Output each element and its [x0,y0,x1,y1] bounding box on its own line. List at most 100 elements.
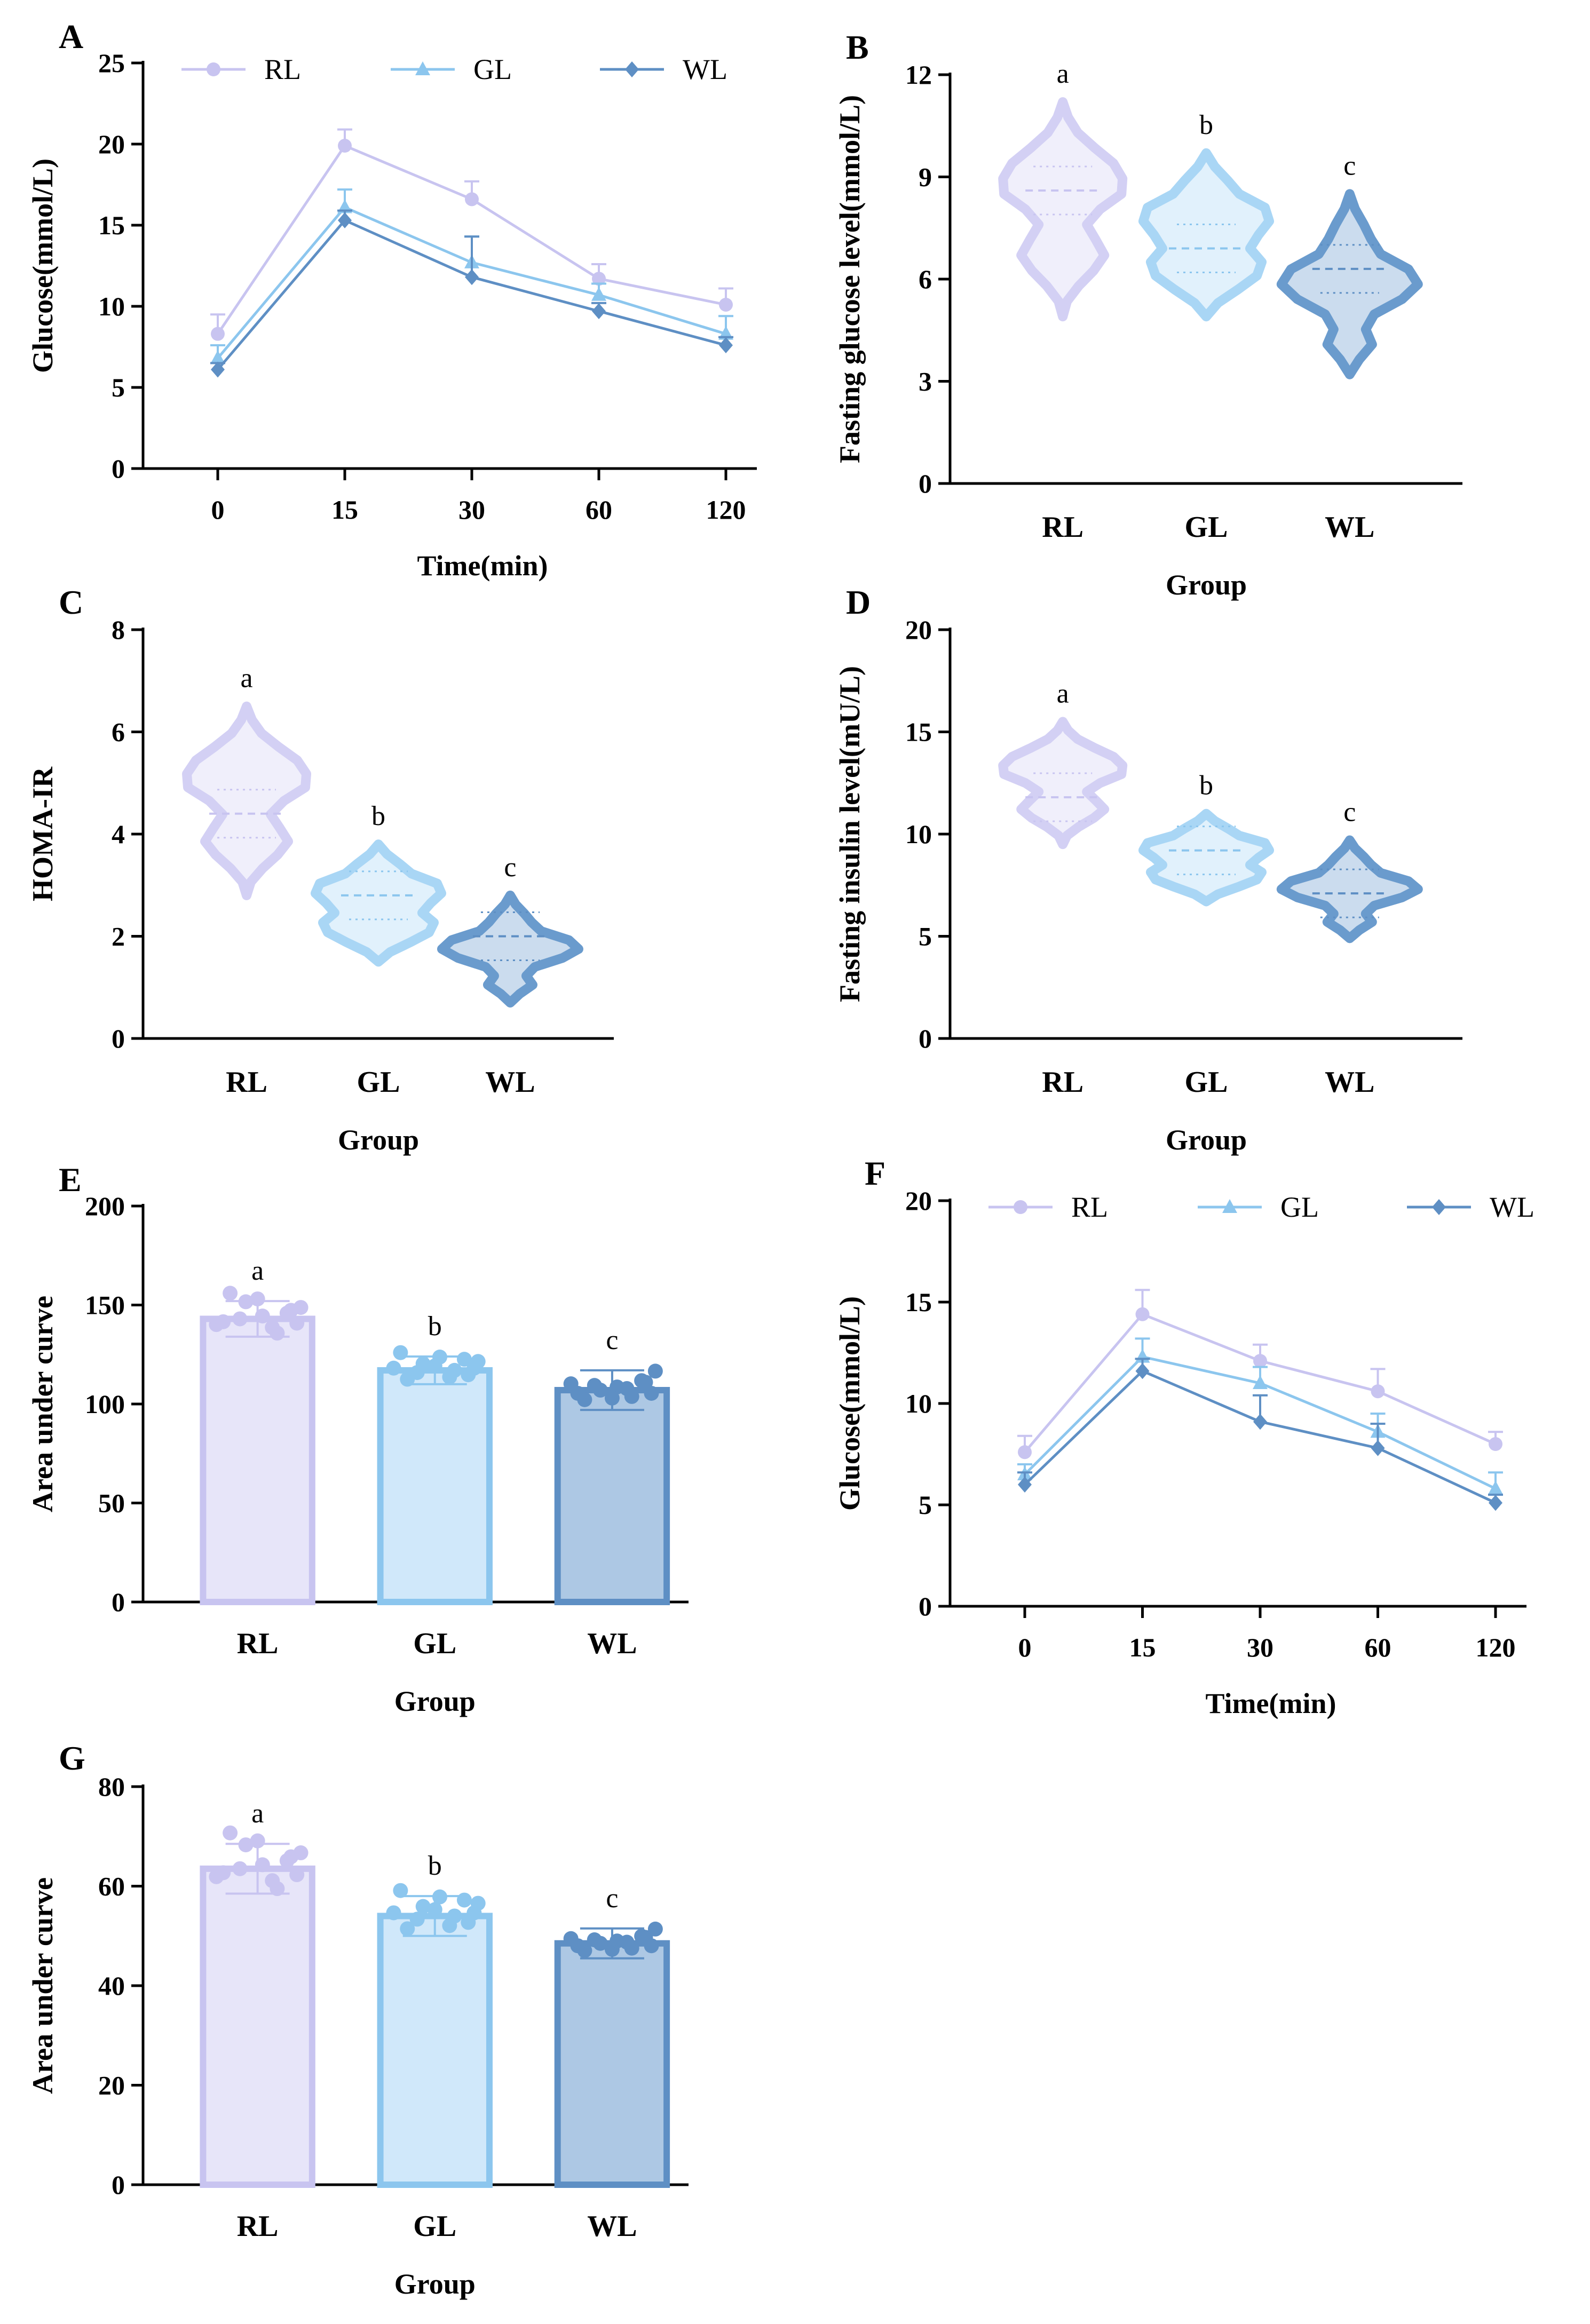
significance-letter: c [606,1325,618,1355]
scatter-dot-WL [644,1385,659,1401]
data-point-GL [210,350,225,364]
violin-body-GL [1138,148,1274,322]
data-point-RL [1371,1384,1385,1399]
y-tick-label: 15 [98,210,125,240]
bar-RL [200,1865,315,2188]
data-point-RL [465,192,479,207]
data-point-WL [719,337,733,353]
y-tick-label: 20 [905,1186,932,1216]
x-tick-label: 0 [1018,1632,1032,1662]
bar-group-WL [554,1921,670,2188]
data-point-RL [1135,1307,1150,1321]
chart-B: 0 3 6 9 12 Fasting glucose level(mmol/L) Ba RL b… [834,28,1462,601]
scatter-dot-WL [647,1921,663,1937]
violin-GL [1138,148,1274,322]
scatter-dot-GL [400,1921,415,1937]
violin-WL [1276,189,1423,379]
x-tick-label: 30 [1247,1632,1273,1662]
x-tick-label: 120 [706,495,746,525]
scatter-dot-RL [279,1305,295,1321]
violin-body-WL [1276,189,1423,379]
y-tick-label: 15 [905,717,932,747]
scatter-dot-RL [223,1286,238,1301]
panel-label: C [59,583,83,621]
data-point-GL [1488,1480,1503,1495]
y-tick-label: 5 [919,922,932,951]
scatter-dot-RL [250,1291,265,1307]
scatter-dot-RL [216,1314,231,1329]
scatter-dot-WL [587,1378,602,1393]
scatter-dot-GL [409,1911,425,1927]
violin-GL [311,839,446,967]
scatter-dot-RL [238,1837,254,1853]
y-tick-label: 100 [85,1389,125,1419]
x-axis-title: Group [394,1685,476,1717]
x-tick-label: RL [226,1066,267,1099]
x-axis-title: Group [394,2268,476,2300]
y-tick-label: 0 [919,1024,932,1053]
scatter-dot-GL [393,1345,408,1360]
data-point-WL [1253,1414,1267,1430]
violin-body-GL [311,839,446,967]
legend-marker-RL [207,62,220,76]
scatter-dot-RL [293,1300,308,1315]
significance-letter: b [428,1851,442,1881]
x-tick-label: WL [1325,1066,1374,1099]
y-axis-title: Fasting insulin level(mU/L) [834,666,866,1002]
x-axis-title: Time(min) [417,550,548,582]
y-tick-label: 200 [85,1191,125,1221]
panel-label: E [59,1161,82,1199]
data-point-WL [592,303,606,320]
data-point-RL [592,272,606,286]
scatter-dot-GL [466,1360,482,1376]
scatter-dot-WL [647,1363,663,1379]
x-tick-label: WL [587,2210,637,2243]
scatter-dot-RL [255,1857,270,1873]
scatter-dot-WL [619,1934,635,1950]
scatter-dot-GL [427,1358,442,1374]
y-tick-label: 6 [919,264,932,294]
x-tick-label: RL [1042,1066,1083,1099]
series-RL [1017,1289,1503,1460]
series-WL [210,209,733,378]
scatter-dot-RL [289,1315,305,1331]
scatter-dot-RL [232,1311,248,1327]
scatter-dot-WL [634,1373,650,1389]
violin-RL [998,717,1128,850]
y-tick-label: 10 [98,291,125,321]
y-tick-label: 50 [98,1488,125,1518]
y-tick-label: 8 [112,615,125,645]
scatter-dot-GL [442,1918,457,1933]
y-axis-title: Area under curve [27,1877,59,2094]
x-tick-label: WL [485,1066,535,1099]
bar-GL [377,1367,493,1605]
chart-E: 0 50 100 150 200 Area under curve Ea RL b GL c WL Gr… [27,1161,689,1717]
scatter-dot-WL [634,1929,650,1944]
significance-letter: a [251,1798,264,1829]
panel-label: F [865,1154,885,1192]
significance-letter: b [1199,771,1213,801]
significance-letter: c [1343,150,1356,181]
violin-body-WL [1276,835,1423,943]
significance-letter: c [1343,797,1356,827]
x-tick-label: GL [1185,511,1228,544]
significance-letter: a [1057,59,1069,89]
x-axis-title: Group [338,1124,419,1156]
legend-label-GL: GL [1280,1191,1319,1223]
y-tick-label: 12 [905,60,932,90]
scatter-dot-WL [570,1385,586,1401]
y-tick-label: 0 [112,2170,125,2200]
chart-G: 0 20 40 60 80 Area under curve Ga RL b GL c WL Group [27,1739,689,2300]
significance-letter: a [1057,678,1069,709]
data-point-WL [338,212,352,228]
y-tick-label: 15 [905,1287,932,1317]
x-axis-title: Time(min) [1206,1687,1336,1719]
panel-label: D [846,583,871,621]
y-tick-label: 3 [919,367,932,396]
bar-WL [554,1940,670,2188]
y-tick-label: 9 [919,162,932,192]
data-point-GL [1253,1375,1268,1389]
violin-RL [998,97,1128,322]
data-point-WL [1371,1440,1385,1456]
